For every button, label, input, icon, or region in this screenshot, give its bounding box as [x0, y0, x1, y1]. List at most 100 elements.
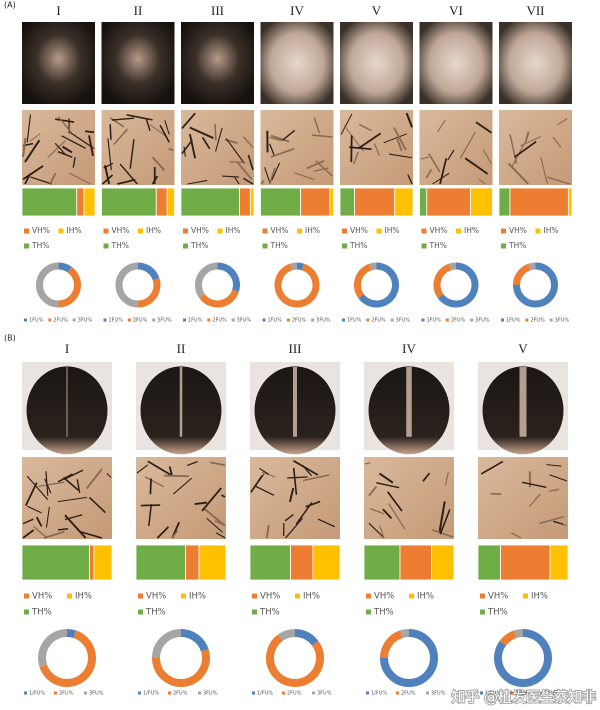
- scalp-photo: [499, 22, 572, 104]
- hair-shaft: [101, 174, 114, 185]
- hair-shaft: [395, 136, 403, 152]
- hair-shaft: [368, 522, 385, 539]
- legend-swatch: [24, 593, 29, 599]
- hair-shaft: [168, 466, 174, 477]
- dermoscopy-photo: [419, 110, 493, 185]
- hair-type-segment: [363, 544, 401, 581]
- legend-swatch: [525, 318, 529, 322]
- donut-segment: [369, 262, 377, 271]
- hair-shaft: [206, 517, 223, 533]
- hair-shaft: [405, 112, 413, 128]
- hair-type-segment: [260, 187, 302, 217]
- hair-shaft: [22, 518, 34, 525]
- legend-swatch: [252, 691, 255, 695]
- hair-shaft: [147, 460, 172, 476]
- hair-shaft: [269, 143, 275, 156]
- dermoscopy-photo: [250, 457, 340, 539]
- hair-type-segment: [166, 187, 175, 217]
- hair-shaft: [210, 461, 226, 467]
- hair-shaft: [270, 134, 290, 143]
- dermoscopy-photo: [101, 110, 175, 185]
- hair-shaft: [510, 532, 522, 539]
- hair-type-segment: [93, 544, 113, 581]
- legend-label: 2FU%: [173, 691, 188, 697]
- hair-shaft: [215, 532, 226, 539]
- hair-shaft: [54, 142, 66, 155]
- legend-label: 1/FU%: [29, 691, 45, 697]
- hair-shaft: [547, 176, 570, 185]
- donut-segment: [152, 649, 210, 687]
- legend-label: IH%: [464, 226, 479, 235]
- legend-label: VH%: [271, 226, 289, 235]
- hair-shaft: [22, 165, 44, 181]
- legend-swatch: [231, 318, 235, 322]
- legend-label: 2FU%: [133, 318, 148, 324]
- donut-segment: [437, 262, 479, 308]
- legend-label: 1FU%: [347, 318, 362, 324]
- legend-swatch: [252, 609, 257, 615]
- hair-shaft: [221, 494, 226, 498]
- hair-type-segment: [354, 187, 396, 217]
- legend-swatch: [168, 691, 171, 695]
- hair-shaft: [126, 114, 153, 121]
- hair-shaft: [234, 176, 240, 185]
- hair-shaft: [358, 132, 382, 150]
- hair-type-segment: [431, 544, 455, 581]
- legend-label: 3FU%: [555, 318, 570, 324]
- hair-shaft: [43, 530, 65, 539]
- hair-shaft: [76, 479, 81, 494]
- hair-shaft: [104, 164, 111, 185]
- hair-shaft: [24, 482, 38, 507]
- hair-shaft: [27, 505, 42, 514]
- hair-shaft: [480, 460, 504, 475]
- legend-label: IH%: [417, 592, 434, 602]
- legend-swatch: [409, 593, 414, 599]
- legend-swatch: [54, 691, 57, 695]
- hair-shaft: [311, 134, 333, 138]
- hair-shaft: [172, 477, 193, 495]
- legend-swatch: [262, 318, 266, 322]
- hair-type-segment: [470, 187, 493, 217]
- donut-segment: [433, 263, 452, 299]
- hair-shaft: [270, 147, 295, 158]
- hair-shaft: [215, 127, 223, 152]
- legend-swatch: [103, 243, 109, 249]
- donut-segment: [217, 262, 240, 292]
- hair-shaft: [57, 116, 72, 133]
- legend-swatch: [183, 318, 186, 322]
- hair-shaft: [376, 482, 400, 489]
- hair-shaft: [30, 176, 53, 185]
- legend-swatch: [470, 318, 474, 322]
- donut-segment: [294, 629, 319, 646]
- hair-shaft: [353, 151, 359, 165]
- legend-swatch: [396, 691, 399, 695]
- legend-label: IH%: [303, 592, 320, 602]
- legend-label: 3FU%: [316, 318, 331, 324]
- legend-label: 2FU%: [53, 318, 68, 324]
- hair-shaft: [117, 178, 136, 185]
- hair-type-segment: [185, 544, 200, 581]
- legend-swatch: [207, 318, 211, 322]
- hair-shaft: [373, 143, 380, 156]
- hair-shaft: [317, 518, 335, 528]
- donut-segment: [513, 263, 531, 286]
- legend-label: TH%: [373, 608, 394, 618]
- legend-swatch: [295, 593, 300, 599]
- hair-type-segment: [180, 187, 240, 217]
- hair-shaft: [243, 177, 254, 185]
- hair-shaft: [540, 157, 549, 185]
- legend-label: 1/FU%: [143, 691, 159, 697]
- donut-segment: [137, 262, 160, 281]
- legend-swatch: [24, 243, 29, 249]
- legend-label: 3FU%: [203, 691, 218, 697]
- legend-label: 2FU%: [292, 318, 307, 324]
- legend-swatch: [342, 318, 345, 322]
- stage-label: I: [56, 3, 60, 18]
- legend-swatch: [311, 318, 315, 322]
- hair-shaft: [119, 163, 138, 185]
- legend-swatch: [342, 228, 347, 234]
- hair-shaft: [111, 117, 135, 121]
- dermoscopy-photo: [478, 457, 568, 539]
- hair-shaft: [254, 485, 275, 496]
- hair-shaft: [288, 487, 295, 503]
